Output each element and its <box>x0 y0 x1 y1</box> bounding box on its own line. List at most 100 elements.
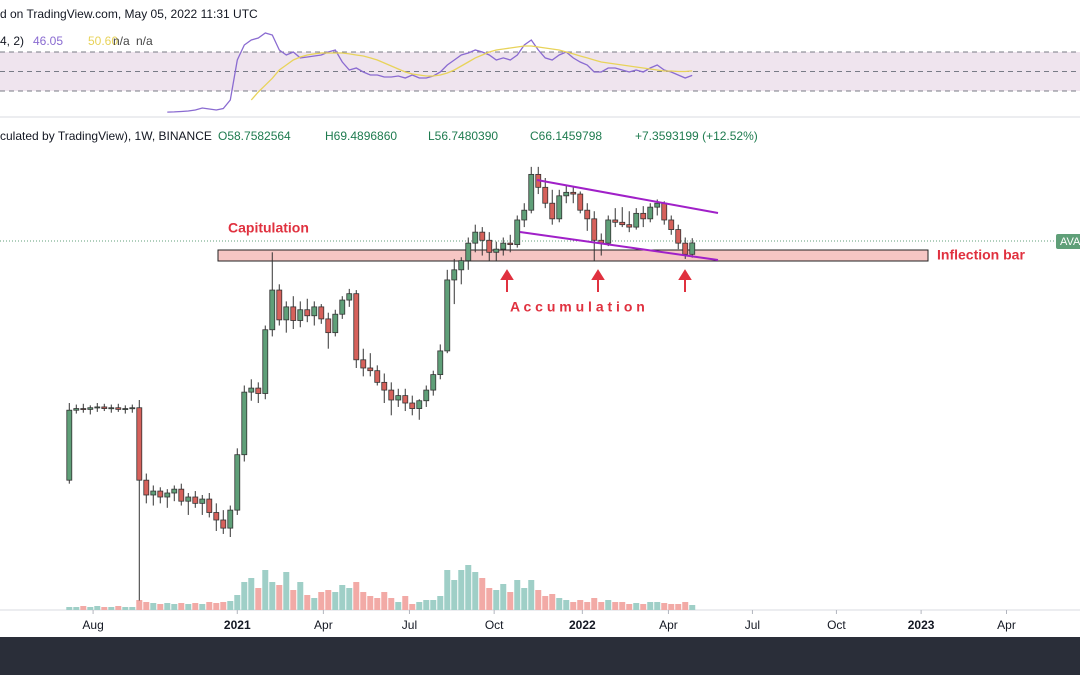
legend-entry: 46.05 <box>33 34 63 48</box>
volume-bar <box>171 604 178 610</box>
volume-bar <box>80 606 87 610</box>
volume-bar <box>395 602 402 610</box>
candle-body <box>619 221 626 226</box>
candle-body <box>290 306 297 321</box>
candle-body <box>255 387 262 394</box>
volume-bar <box>290 590 297 610</box>
candle-body <box>395 395 402 401</box>
candle-body <box>367 367 374 372</box>
candle-body <box>213 512 220 521</box>
volume-bar <box>360 592 367 610</box>
legend-entry: 50.60 <box>88 34 118 48</box>
candle-body <box>689 242 696 255</box>
candle-body <box>416 400 423 409</box>
ohlc-change: +7.3593199 (+12.52%) <box>635 129 758 143</box>
candle-body <box>402 395 409 404</box>
volume-bar <box>94 606 101 610</box>
volume-bar <box>633 603 640 610</box>
volume-bar <box>577 600 584 610</box>
volume-bar <box>542 596 549 610</box>
volume-bar <box>367 596 374 610</box>
candle-body <box>409 402 416 409</box>
volume-bar <box>612 602 619 610</box>
volume-bar <box>178 603 185 610</box>
x-tick-label: Apr <box>997 618 1016 632</box>
volume-bar <box>87 607 94 610</box>
volume-bar <box>486 588 493 610</box>
volume-bar <box>108 607 115 610</box>
rsi-line <box>250 45 693 101</box>
volume-bar <box>269 582 276 610</box>
candle-body <box>150 490 157 496</box>
candle-body <box>661 202 668 221</box>
candle-body <box>444 279 451 352</box>
candle-body <box>577 193 584 211</box>
volume-bar <box>220 602 227 610</box>
volume-bar <box>276 585 283 610</box>
arrows <box>500 269 692 292</box>
candle-body <box>423 389 430 402</box>
volume-bar <box>528 580 535 610</box>
volume-bar <box>619 602 626 610</box>
candle-body <box>115 407 122 410</box>
volume-bar <box>563 600 570 610</box>
candle-body <box>360 359 367 369</box>
candle-body <box>66 409 73 481</box>
accumulation-label: A c c u m u l a t i o n <box>510 299 645 315</box>
volume-bar <box>304 595 311 610</box>
x-tick-label: 2022 <box>569 618 596 632</box>
volume-bar <box>101 607 108 610</box>
candle-body <box>276 289 283 321</box>
candle-body <box>101 406 108 409</box>
candle-body <box>521 209 528 221</box>
candle-body <box>311 306 318 317</box>
candle-body <box>542 186 549 204</box>
candle-body <box>633 212 640 228</box>
candle-body <box>374 370 381 383</box>
x-tick-label: Jul <box>745 618 760 632</box>
volume-bar <box>143 602 150 610</box>
volume-bar <box>605 600 612 610</box>
candle-body <box>591 218 598 241</box>
inflection-box <box>217 249 929 262</box>
candle-body <box>451 269 458 281</box>
x-tick-label: Oct <box>485 618 504 632</box>
candle-body <box>430 374 437 391</box>
x-tick-label: Oct <box>827 618 846 632</box>
candle-body <box>353 293 360 361</box>
volume-bar <box>283 572 290 610</box>
volume-bar <box>332 592 339 610</box>
ohlc-close: C66.1459798 <box>530 129 602 143</box>
candle-body <box>248 387 255 393</box>
volume-bar <box>493 590 500 610</box>
ohlc-header: culated by TradingView), 1W, BINANCE O58… <box>0 129 758 143</box>
volume-bar <box>199 604 206 610</box>
candle-body <box>157 490 164 498</box>
volume-bar <box>374 598 381 610</box>
candle-body <box>465 242 472 262</box>
candle-body <box>500 242 507 250</box>
candle-body <box>304 309 311 317</box>
candle-body <box>549 202 556 220</box>
candle-body <box>325 318 332 334</box>
capitulation-label: Capitulation <box>228 220 309 236</box>
volume-bar <box>668 604 675 610</box>
volume-bar <box>136 600 143 610</box>
candle-body <box>514 219 521 246</box>
ohlc-prefix: culated by TradingView), 1W, BINANCE <box>0 129 212 143</box>
candle-body <box>318 306 325 320</box>
volume-bar <box>479 578 486 610</box>
candle-body <box>206 498 213 513</box>
volume-bar <box>381 592 388 610</box>
inflection-label: Inflection bar <box>937 247 1025 263</box>
volume-bar <box>73 607 80 610</box>
candle-body <box>479 231 486 241</box>
volume-bar <box>241 582 248 610</box>
candle-body <box>570 191 577 195</box>
volume-bar <box>514 580 521 610</box>
candle-body <box>297 309 304 321</box>
candle-body <box>388 389 395 401</box>
candle-body <box>556 195 563 220</box>
candle-body <box>493 248 500 253</box>
